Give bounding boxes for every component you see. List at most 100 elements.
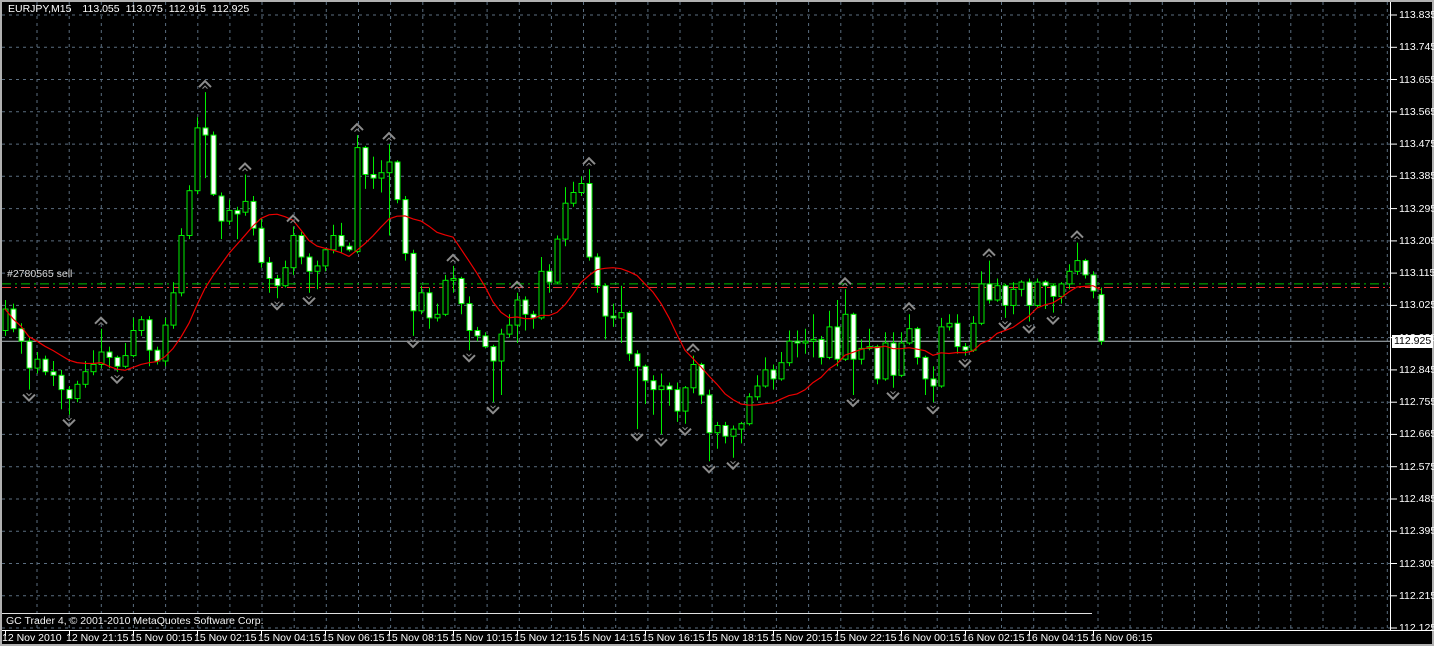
- candle-body: [82, 371, 89, 385]
- time-axis-label: 15 Nov 10:15: [450, 632, 513, 644]
- candle-body: [674, 389, 681, 412]
- time-axis-label: 15 Nov 18:15: [706, 632, 769, 644]
- candle-body: [970, 322, 977, 351]
- candle-body: [434, 313, 441, 319]
- time-axis-label: 15 Nov 00:15: [130, 632, 193, 644]
- candle-body: [890, 342, 897, 376]
- candle-body: [698, 364, 705, 396]
- candle-body: [258, 227, 265, 263]
- symbol-timeframe-label: EURJPY,M15: [8, 3, 72, 15]
- fractal-up-icon: [510, 280, 524, 289]
- quote-close: 112.925: [211, 3, 250, 15]
- fractal-up-icon: [982, 248, 996, 257]
- price-axis-label: 113.025: [1399, 299, 1434, 311]
- candle-body: [386, 161, 393, 174]
- candle-body: [570, 192, 577, 204]
- chart-header: EURJPY,M15 113.055 113.075 112.915 112.925: [8, 3, 255, 15]
- candle-body: [330, 235, 337, 251]
- candle-body: [754, 385, 761, 398]
- candle-body: [1066, 270, 1073, 285]
- candle-body: [250, 200, 257, 229]
- candle-body: [354, 147, 361, 253]
- candle-body: [770, 369, 777, 380]
- candle-body: [1082, 260, 1089, 276]
- candle-body: [346, 245, 353, 251]
- candle-body: [482, 335, 489, 348]
- fractal-down-icon: [702, 465, 716, 474]
- time-axis-label: 15 Nov 08:15: [386, 632, 449, 644]
- candle-body: [130, 330, 137, 357]
- candle-body: [802, 340, 809, 344]
- price-axis-label: 113.835: [1399, 9, 1434, 21]
- bid-price-tag: 112.925: [1392, 335, 1433, 348]
- price-axis-label: 112.575: [1399, 461, 1434, 473]
- fractal-up-icon: [582, 156, 596, 165]
- candle-body: [306, 256, 313, 272]
- fractal-down-icon: [998, 322, 1012, 331]
- candle-body: [938, 326, 945, 387]
- fractal-down-icon: [110, 375, 124, 385]
- candle-body: [50, 371, 57, 376]
- candle-body: [1026, 281, 1033, 306]
- candle-body: [1058, 283, 1065, 297]
- candle-body: [1050, 285, 1057, 297]
- candle-body: [642, 365, 649, 382]
- time-axis-label: 15 Nov 12:15: [514, 632, 577, 644]
- fractal-down-icon: [62, 418, 76, 428]
- candle-body: [914, 328, 921, 358]
- candle-body: [610, 315, 617, 319]
- fractal-down-icon: [1046, 316, 1060, 326]
- fractal-down-icon: [886, 392, 900, 401]
- price-axis-label: 112.395: [1399, 525, 1434, 537]
- price-axis-label: 112.485: [1399, 493, 1434, 505]
- fractal-up-icon: [198, 79, 212, 88]
- candle-body: [1002, 285, 1009, 306]
- copyright-text: GC Trader 4, © 2001-2010 MetaQuotes Soft…: [6, 615, 264, 627]
- candle-body: [370, 174, 377, 179]
- candle-body: [602, 285, 609, 317]
- price-axis-label: 112.845: [1399, 364, 1434, 376]
- candle-body: [618, 312, 625, 319]
- candle-body: [338, 235, 345, 247]
- candle-body: [666, 385, 673, 391]
- order-lines[interactable]: [2, 283, 1390, 288]
- time-axis[interactable]: 12 Nov 2010 12 Nov 21:15 15 Nov 00:15 15 No…: [0, 630, 1434, 646]
- candle-body: [418, 292, 425, 312]
- price-axis-label: 113.295: [1399, 203, 1434, 215]
- candle-body: [842, 313, 849, 360]
- candle-body: [266, 261, 273, 279]
- candle-body: [538, 270, 545, 319]
- candle-body: [58, 374, 65, 391]
- time-axis-label: 16 Nov 06:15: [1090, 632, 1153, 644]
- candle-body: [1074, 260, 1081, 272]
- candle-body: [314, 265, 321, 272]
- fractal-up-icon: [286, 214, 300, 223]
- candle-body: [194, 127, 201, 192]
- candle-body: [98, 351, 105, 365]
- price-axis-label: 112.305: [1399, 558, 1434, 570]
- candle-body: [658, 385, 665, 391]
- candle-body: [514, 299, 521, 326]
- axis-lines: [2, 2, 1432, 636]
- candle-body: [690, 364, 697, 389]
- candle-body: [506, 324, 513, 335]
- candle-body: [794, 340, 801, 344]
- candle-body: [898, 342, 905, 376]
- price-axis[interactable]: 113.835 113.745 113.655 113.565 113.475 113.3…: [1391, 0, 1434, 634]
- fractal-up-icon: [238, 162, 252, 171]
- candle-body: [18, 328, 25, 342]
- candle-body: [162, 324, 169, 362]
- candle-body: [1018, 281, 1025, 290]
- candle-body: [762, 369, 769, 387]
- candle-body: [402, 199, 409, 254]
- time-axis-label: 12 Nov 21:15: [66, 632, 129, 644]
- candle-body: [818, 338, 825, 358]
- candle-body: [34, 358, 41, 369]
- candle-body: [282, 267, 289, 287]
- order-line-label[interactable]: #2780565 sell: [7, 268, 73, 280]
- candle-body: [26, 340, 33, 369]
- time-axis-label: 15 Nov 02:15: [194, 632, 257, 644]
